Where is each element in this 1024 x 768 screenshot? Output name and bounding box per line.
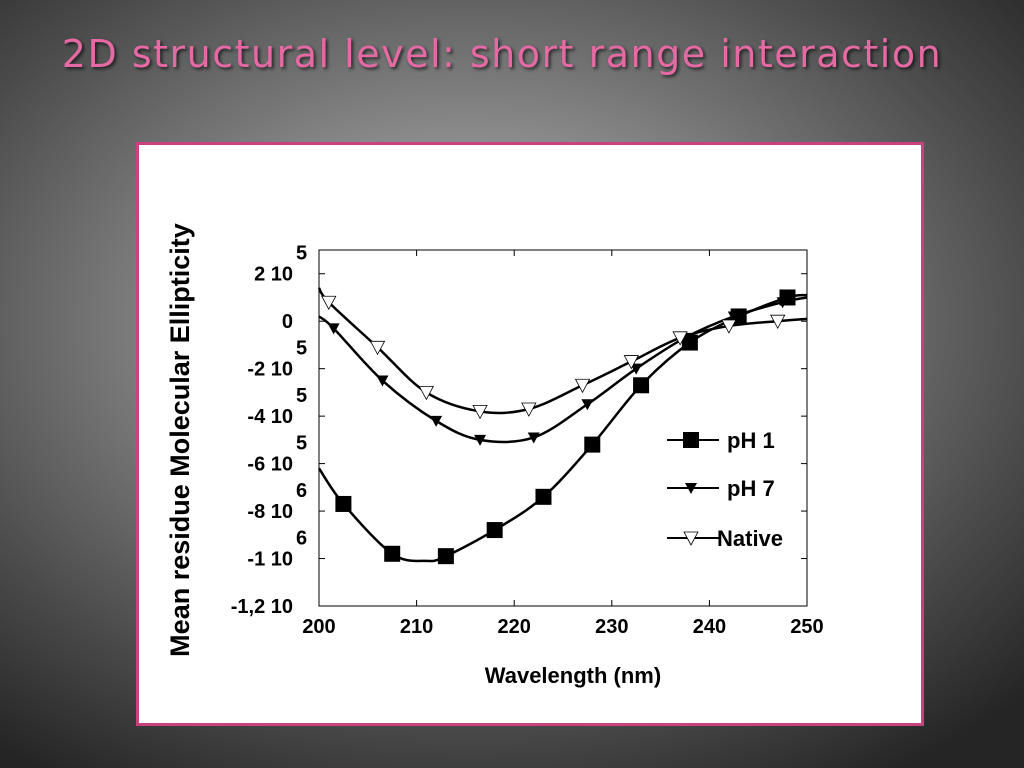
data-point-native bbox=[369, 340, 386, 356]
x-tick-label: 210 bbox=[400, 616, 433, 638]
y-tick-label: -2 10 bbox=[247, 359, 293, 381]
data-point-ph-7 bbox=[327, 323, 340, 335]
x-tick-label: 250 bbox=[790, 616, 823, 638]
x-tick-label: 200 bbox=[302, 616, 335, 638]
y-tick-label: -4 10 bbox=[247, 406, 293, 428]
data-point-ph-7 bbox=[776, 297, 789, 309]
data-point-ph-1 bbox=[335, 495, 352, 512]
data-point-native bbox=[623, 355, 639, 370]
y-tick-label: -8 10 bbox=[247, 501, 293, 523]
data-point-ph-1 bbox=[384, 545, 401, 562]
x-tick-label: 240 bbox=[693, 616, 726, 638]
data-point-native bbox=[721, 319, 737, 334]
legend-label-ph-1: pH 1 bbox=[727, 428, 775, 453]
data-point-native bbox=[521, 402, 537, 417]
data-point-native bbox=[472, 404, 488, 420]
data-point-ph-1 bbox=[633, 377, 650, 394]
data-point-native bbox=[574, 378, 591, 394]
data-point-ph-1 bbox=[486, 522, 503, 539]
data-point-ph-7 bbox=[630, 363, 643, 375]
y-tick-label: 2 10 bbox=[254, 264, 293, 286]
data-point-native bbox=[418, 385, 435, 401]
y-tick-exponent: 5 bbox=[296, 243, 307, 265]
x-tick-label: 220 bbox=[498, 616, 531, 638]
plot-area-frame bbox=[318, 249, 808, 607]
y-tick-label: -6 10 bbox=[247, 454, 293, 476]
data-point-ph-1 bbox=[535, 488, 552, 505]
data-point-ph-7 bbox=[727, 311, 740, 323]
data-point-native bbox=[770, 314, 786, 330]
series-line-native bbox=[317, 287, 808, 415]
y-tick-exponent: 6 bbox=[296, 528, 307, 550]
x-axis-label: Wavelength (nm) bbox=[485, 663, 661, 688]
data-point-ph-7 bbox=[527, 432, 540, 444]
data-point-ph-1 bbox=[437, 548, 454, 565]
legend-label-ph-7: pH 7 bbox=[727, 476, 775, 501]
y-tick-label: 0 bbox=[282, 311, 293, 333]
data-point-ph-7 bbox=[474, 434, 487, 446]
x-tick-label: 230 bbox=[595, 616, 628, 638]
legend-label-native: Native bbox=[717, 526, 783, 551]
data-point-native bbox=[672, 331, 688, 346]
y-tick-exponent: 6 bbox=[296, 480, 307, 502]
y-tick-label: -1,2 10 bbox=[231, 596, 293, 618]
data-point-ph-7 bbox=[376, 375, 389, 387]
y-tick-exponent: 5 bbox=[296, 433, 307, 455]
legend-marker-native bbox=[683, 531, 699, 546]
data-point-ph-1 bbox=[584, 436, 601, 453]
data-point-ph-7 bbox=[430, 415, 443, 427]
chart-frame: 200 210 220 230 240 250 2 10 5 0 -2 10 5 -4 10 5 -6 1… bbox=[136, 142, 924, 726]
y-axis-label: Mean residue Molecular Ellipticity bbox=[165, 223, 195, 657]
data-point-native bbox=[321, 295, 337, 311]
legend-marker-ph-1 bbox=[683, 432, 699, 448]
y-tick-label: -1 10 bbox=[247, 549, 293, 571]
y-tick-exponent: 5 bbox=[296, 385, 307, 407]
slide-title: 2D structural level: short range interac… bbox=[61, 32, 943, 76]
data-point-ph-7 bbox=[581, 399, 594, 411]
legend-marker-ph-7 bbox=[685, 483, 697, 494]
y-tick-exponent: 5 bbox=[296, 338, 307, 360]
